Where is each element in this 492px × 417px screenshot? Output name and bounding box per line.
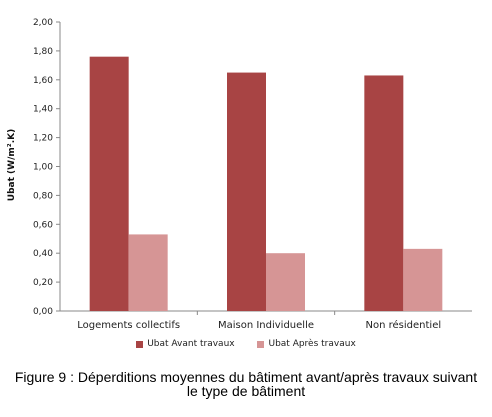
legend-swatch-avant bbox=[136, 340, 144, 348]
legend-item-apres: Ubat Après travaux bbox=[257, 339, 356, 349]
legend: Ubat Avant travaux Ubat Après travaux bbox=[0, 339, 492, 351]
bar-avant-1 bbox=[227, 72, 266, 311]
caption-line-1: Figure 9 : Déperditions moyennes du bâti… bbox=[14, 369, 478, 385]
legend-swatch-apres bbox=[257, 340, 265, 348]
y-tick-label: 1,20 bbox=[33, 134, 53, 144]
bar-apres-2 bbox=[403, 248, 443, 311]
legend-label-avant: Ubat Avant travaux bbox=[147, 339, 235, 349]
y-tick-label: 1,40 bbox=[33, 105, 53, 115]
y-tick-labels: 0,00 0,20 0,40 0,60 0,80 1,00 1,20 1,40 1,60 1,80… bbox=[33, 18, 53, 317]
y-tick-label: 0,80 bbox=[33, 191, 53, 201]
y-tick-label: 1,60 bbox=[33, 76, 53, 86]
x-category-label: Maison Individuelle bbox=[218, 320, 314, 331]
y-tick-label: 0,20 bbox=[33, 278, 53, 288]
x-category-label: Non résidentiel bbox=[366, 319, 442, 331]
x-category-label: Logements collectifs bbox=[77, 320, 180, 331]
bar-avant-2 bbox=[364, 75, 404, 311]
y-tick-label: 2,00 bbox=[33, 18, 53, 28]
legend-label-apres: Ubat Après travaux bbox=[268, 339, 356, 349]
bar-chart: 0,00 0,20 0,40 0,60 0,80 1,00 1,20 1,40 1,60 1,80… bbox=[7, 18, 472, 331]
y-tick-label: 0,60 bbox=[33, 220, 53, 230]
bar-apres-1 bbox=[266, 253, 305, 311]
y-tick-label: 0,00 bbox=[33, 307, 53, 317]
figure-caption: Figure 9 : Déperditions moyennes du bâti… bbox=[0, 370, 492, 398]
y-axis-label: Ubat (W/m².K) bbox=[7, 129, 17, 201]
y-tick-label: 1,80 bbox=[33, 47, 53, 57]
x-tick-labels: Logements collectifs Maison Individuelle N… bbox=[77, 319, 441, 331]
caption-line-2: le type de bâtiment bbox=[186, 383, 306, 399]
bar-apres-0 bbox=[128, 234, 168, 311]
bars bbox=[89, 56, 443, 312]
bar-avant-0 bbox=[89, 56, 129, 312]
y-tick-label: 1,00 bbox=[33, 163, 53, 173]
legend-item-avant: Ubat Avant travaux bbox=[136, 339, 235, 349]
y-tick-label: 0,40 bbox=[33, 249, 53, 259]
